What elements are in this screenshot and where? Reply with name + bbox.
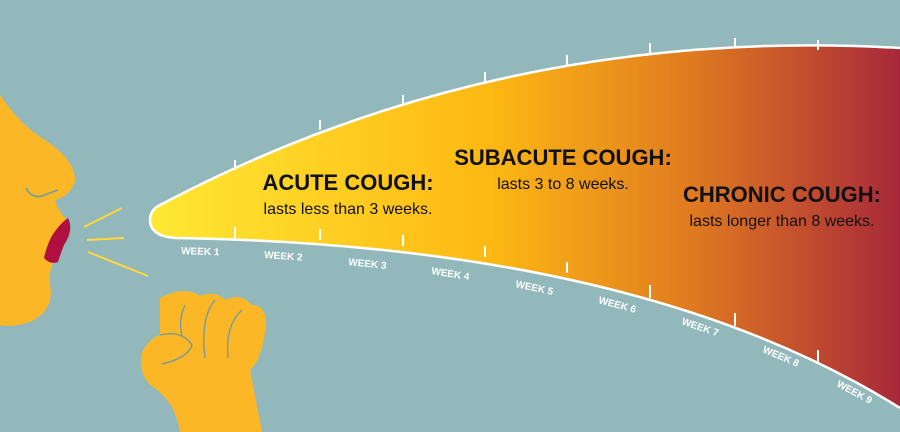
week-label: WEEK 3 [348, 257, 388, 272]
finger-lines [159, 299, 243, 365]
week-label: WEEK 6 [597, 295, 637, 316]
week-ticks [234, 38, 819, 362]
timeline-cone [150, 45, 900, 408]
phase-desc-chronic: lasts longer than 8 weeks. [690, 213, 875, 230]
lips [44, 218, 71, 263]
week-label: WEEK 2 [264, 250, 303, 264]
cone-outline [148, 44, 900, 410]
phase-desc-acute: lasts less than 3 weeks. [264, 201, 433, 218]
week-label: WEEK 5 [514, 279, 554, 298]
face-illustration [0, 95, 75, 326]
nostril-line [25, 187, 59, 198]
fist-illustration [141, 290, 266, 432]
phase-desc-subacute: lasts 3 to 8 weeks. [497, 176, 629, 193]
week-label: WEEK 1 [181, 246, 220, 258]
phase-title-subacute: SUBACUTE COUGH: [454, 145, 672, 170]
week-label: WEEK 4 [431, 266, 471, 283]
phase-title-acute: ACUTE COUGH: [262, 170, 433, 195]
cough-lines [83, 207, 149, 277]
phase-title-chronic: CHRONIC COUGH: [683, 182, 881, 207]
